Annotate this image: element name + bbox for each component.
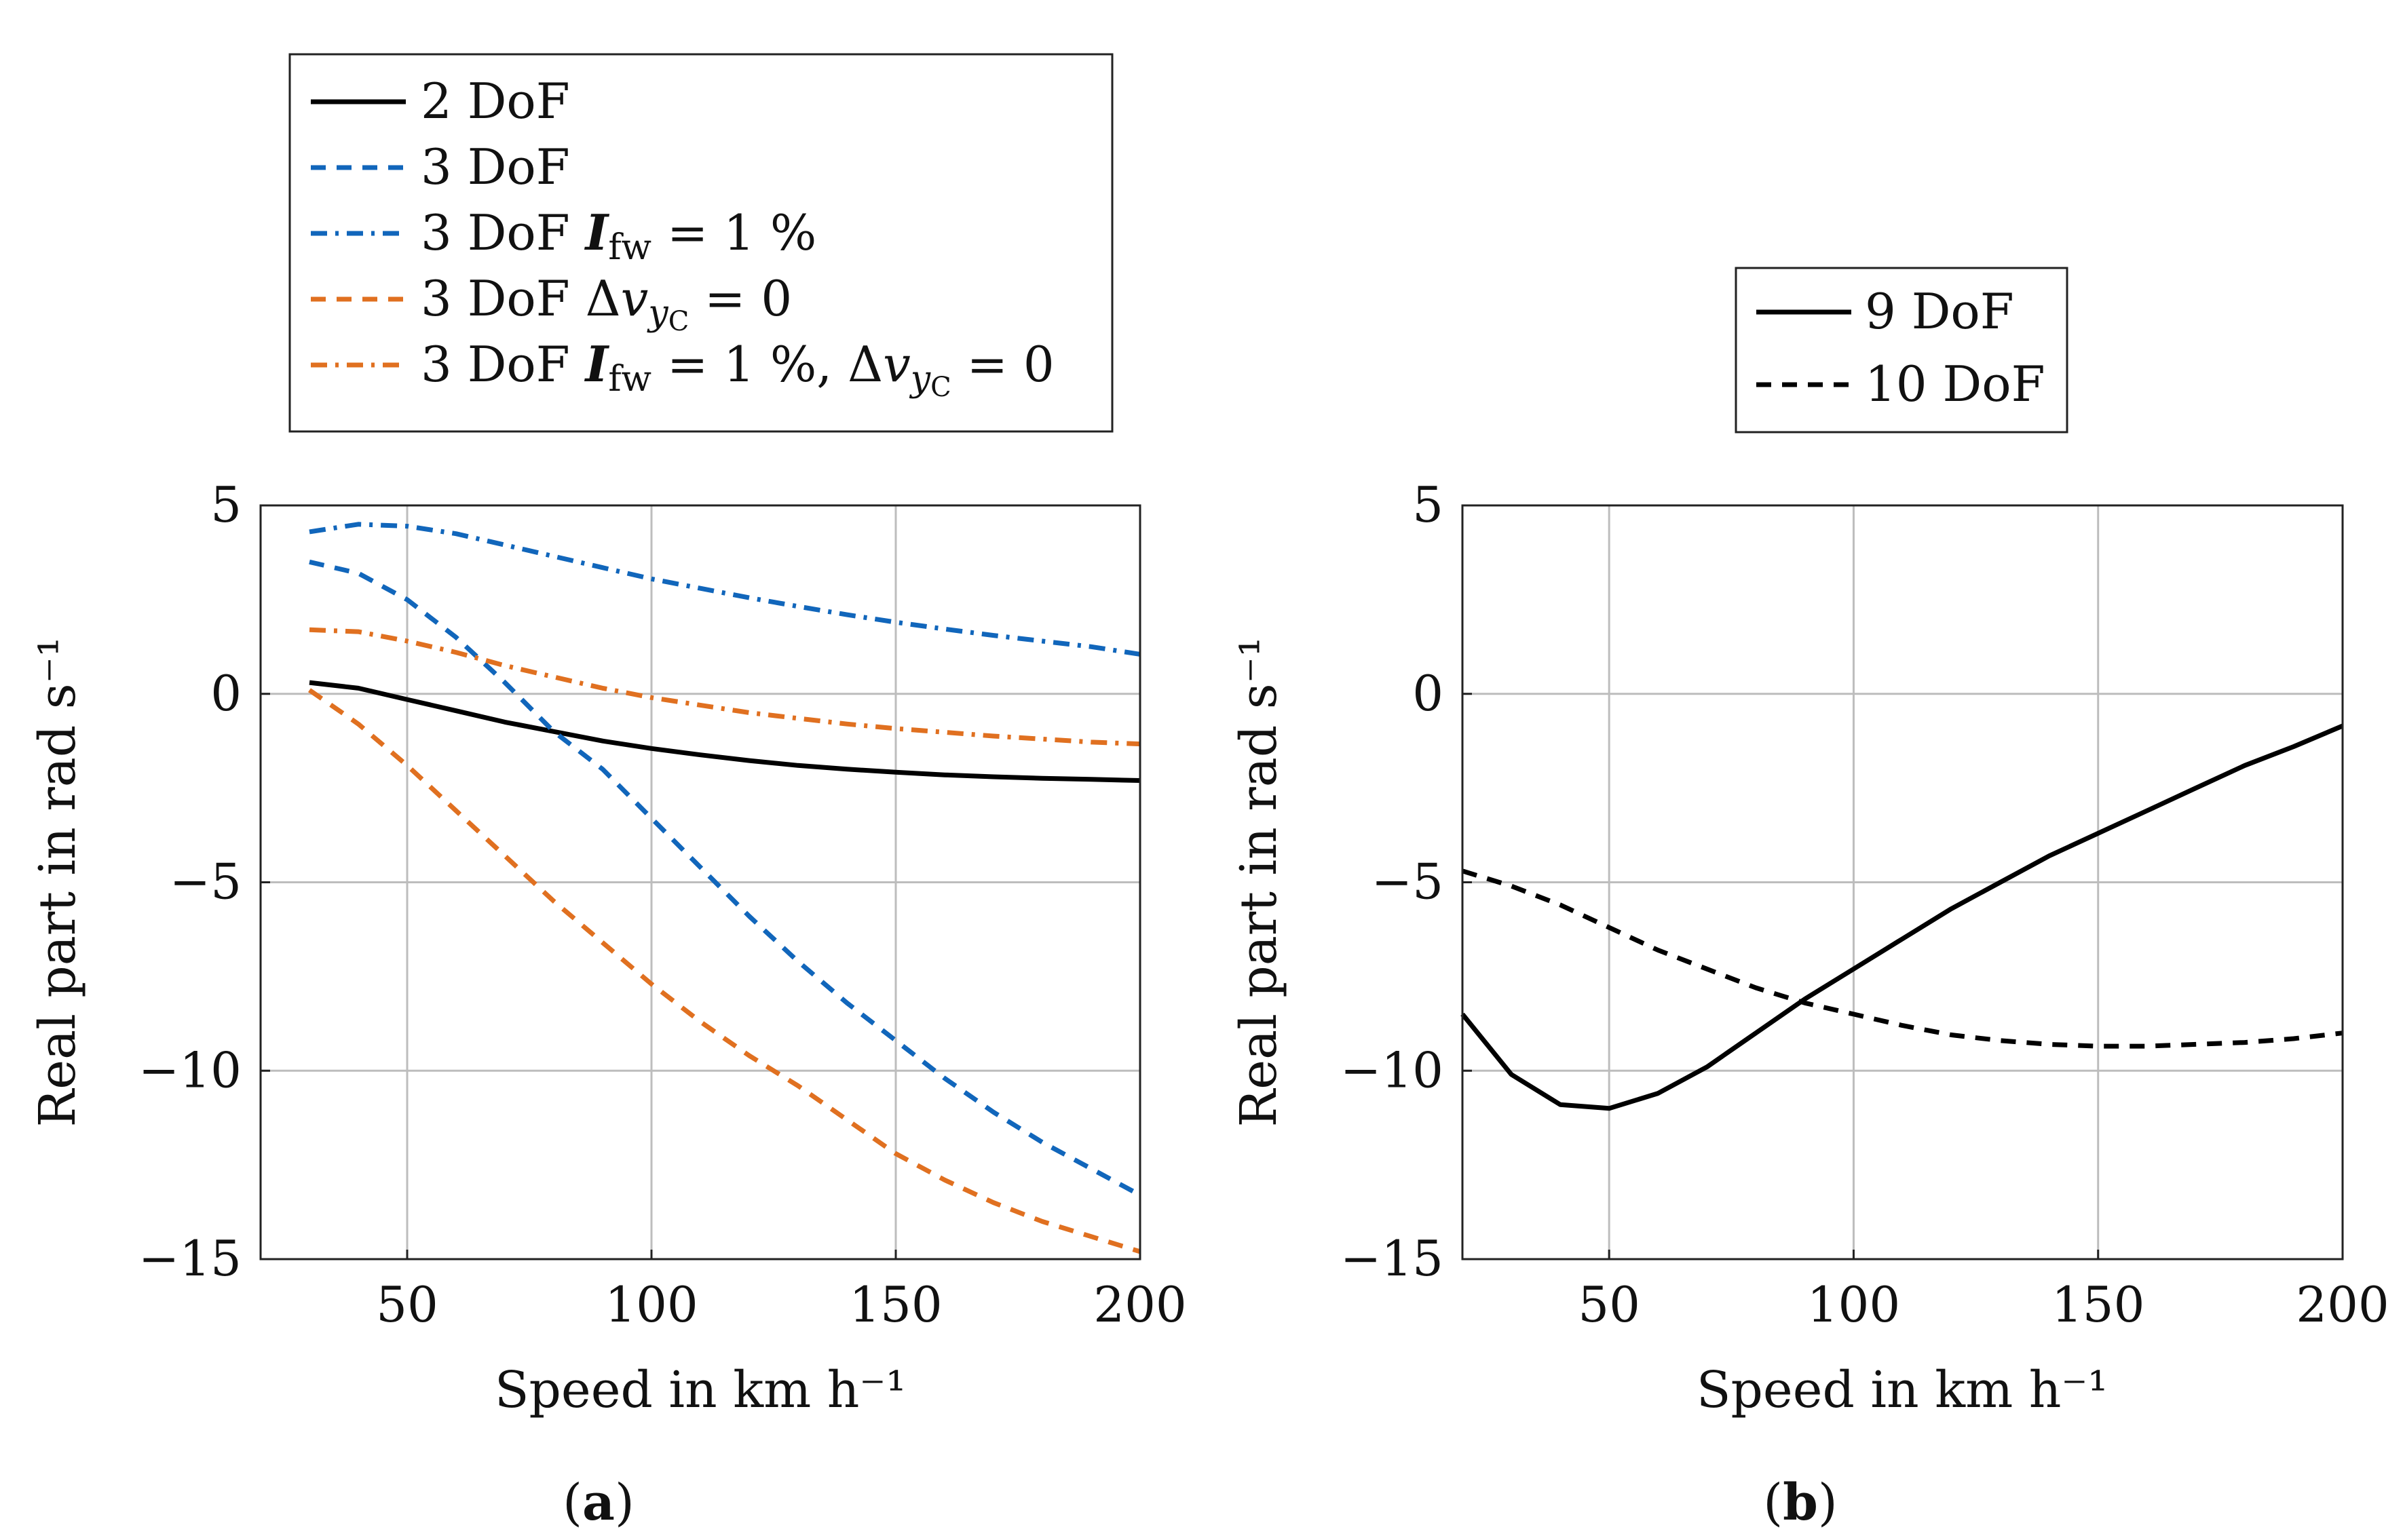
panel-a-caption-letter: a — [582, 1474, 615, 1532]
panel-b-grid — [1462, 504, 2344, 1260]
panel-b-xlabel: Speed in km h⁻¹ — [1697, 1361, 2108, 1419]
legend-label-0: 2 DoF — [421, 73, 570, 130]
panel-b-caption: (b) — [1763, 1474, 1838, 1532]
x-tick-label: 50 — [376, 1276, 438, 1333]
y-tick-label: 5 — [210, 476, 242, 533]
x-tick-label: 100 — [1807, 1276, 1900, 1333]
panel-a-caption: (a) — [563, 1474, 635, 1532]
panel-a-grid — [261, 504, 1141, 1260]
x-tick-label: 150 — [849, 1276, 942, 1333]
series-line-0 — [1460, 723, 2344, 1111]
series-line-1 — [309, 559, 1141, 1197]
series-line-1 — [1461, 868, 2343, 1049]
series-line-2 — [309, 522, 1141, 657]
panel-b-legend: 9 DoF 10 DoF — [1735, 267, 2068, 434]
y-tick-label: 0 — [210, 665, 242, 722]
legend-label-1: 3 DoF — [421, 138, 570, 195]
panel-a-legend: 2 DoF 3 DoF 3 DoF Ifw = 1 %3 DoF ΔvyC = 03… — [288, 53, 1114, 433]
legend-label-2: 3 DoF Ifw = 1 % — [421, 204, 816, 268]
panel-b-legend-box — [1735, 267, 2068, 434]
panel-b-caption-letter: b — [1783, 1474, 1818, 1532]
x-tick-label: 150 — [2051, 1276, 2144, 1333]
panel-b-ylabel: Real part in rad s⁻¹ — [1230, 637, 1288, 1128]
y-tick-label: 0 — [1412, 665, 1443, 722]
panel-a-xlabel: Speed in km h⁻¹ — [495, 1361, 906, 1419]
x-tick-label: 100 — [605, 1276, 698, 1333]
series-line-0 — [309, 680, 1141, 783]
legend-label-4: 3 DoF Ifw = 1 %, ΔvyC = 0 — [421, 335, 1055, 403]
y-tick-label: 5 — [1412, 476, 1443, 533]
series-line-3 — [308, 688, 1141, 1254]
panel-a-legend-box — [288, 53, 1114, 433]
y-tick-label: −10 — [138, 1041, 242, 1098]
legend-label-1: 10 DoF — [1865, 355, 2045, 412]
x-tick-label: 50 — [1578, 1276, 1640, 1333]
x-tick-label: 200 — [1093, 1276, 1186, 1333]
x-tick-label: 200 — [2296, 1276, 2389, 1333]
y-tick-label: −5 — [170, 853, 242, 910]
legend-label-0: 9 DoF — [1865, 283, 2014, 340]
panel-a-ylabel: Real part in rad s⁻¹ — [29, 637, 87, 1128]
legend-label-3: 3 DoF ΔvyC = 0 — [421, 270, 792, 337]
panel-b-series — [1460, 723, 2344, 1111]
panel-a-series — [308, 522, 1141, 1254]
y-tick-label: −15 — [138, 1230, 242, 1287]
y-tick-label: −5 — [1371, 853, 1443, 910]
y-tick-label: −15 — [1340, 1230, 1443, 1287]
series-line-4 — [309, 627, 1141, 747]
y-tick-label: −10 — [1340, 1041, 1443, 1098]
